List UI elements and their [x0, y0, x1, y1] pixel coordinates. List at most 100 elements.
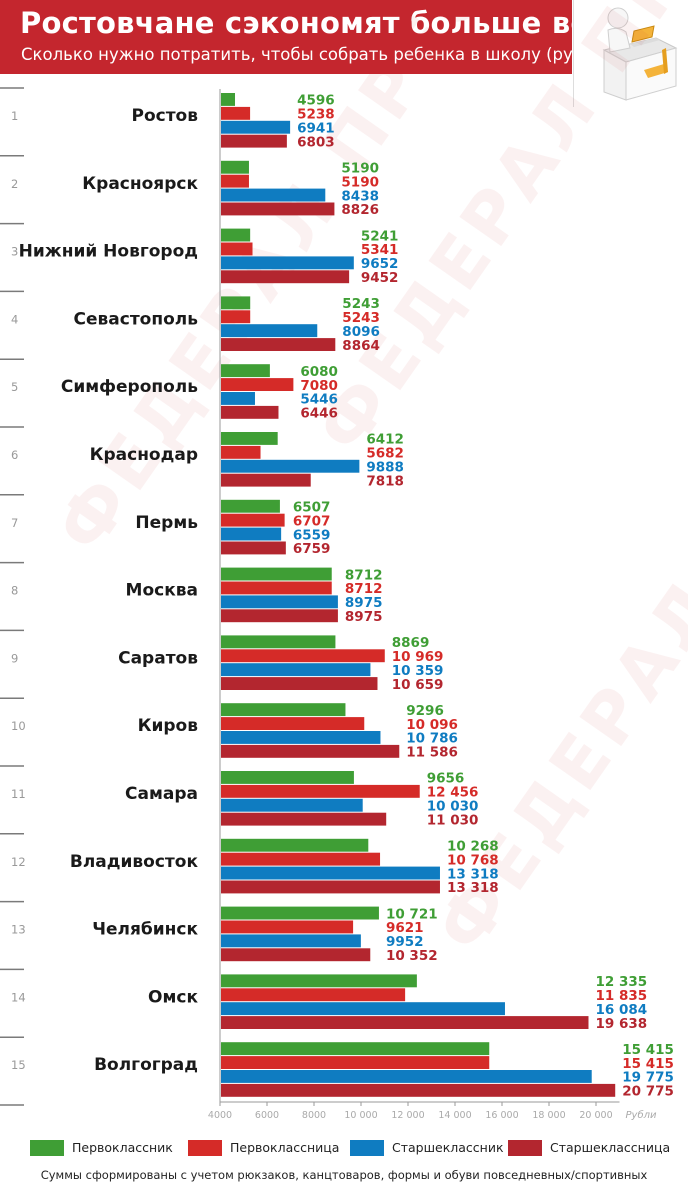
data-label: 8712: [345, 567, 383, 583]
category-label: Киров: [138, 716, 199, 736]
bar: [221, 242, 253, 256]
bar: [221, 499, 280, 513]
bar: [221, 731, 381, 744]
bar: [221, 934, 361, 948]
x-tick-label: 4000: [208, 1110, 232, 1121]
bar: [221, 541, 286, 555]
chart-legend: Первоклассник Первоклассница Старшекласс…: [0, 1132, 688, 1162]
bar: [221, 324, 318, 338]
bar: [221, 771, 354, 784]
data-label: 5243: [342, 310, 380, 326]
bar: [221, 1002, 505, 1016]
bar: [221, 1056, 490, 1069]
data-label: 6412: [366, 432, 404, 448]
data-label: 10 268: [447, 839, 499, 855]
bar: [221, 812, 387, 826]
bar: [221, 256, 354, 270]
rank-label: 1: [11, 109, 18, 123]
data-label: 5341: [361, 242, 399, 258]
bar: [221, 338, 336, 351]
data-label: 11 030: [427, 812, 479, 828]
category-label: Нижний Новгород: [19, 242, 198, 262]
legend-label: Первоклассница: [230, 1140, 340, 1155]
category-label: Омск: [148, 987, 198, 1007]
bar: [221, 120, 291, 134]
data-label: 5243: [342, 296, 380, 312]
bar: [221, 838, 369, 852]
bar: [221, 663, 371, 677]
rank-label: 7: [11, 516, 18, 530]
data-label: 8438: [341, 188, 379, 204]
data-label: 6080: [300, 364, 338, 380]
data-label: 10 096: [406, 717, 458, 733]
bar: [221, 649, 385, 663]
rank-label: 5: [11, 380, 18, 394]
bar: [221, 1070, 592, 1083]
bar: [221, 581, 332, 595]
legend-label: Старшеклассник: [392, 1140, 504, 1155]
rank-label: 11: [11, 787, 26, 801]
rank-label: 12: [11, 855, 26, 869]
legend-swatch: [30, 1140, 64, 1156]
data-label: 9296: [406, 703, 444, 719]
data-label: 6446: [300, 406, 338, 422]
footnote: Суммы сформированы с учетом рюкзаков, ка…: [40, 1168, 648, 1182]
data-label: 15 415: [622, 1056, 674, 1072]
data-label: 5446: [300, 392, 338, 408]
rank-label: 10: [11, 719, 26, 733]
bar: [221, 392, 255, 405]
legend-label: Первоклассник: [72, 1140, 173, 1155]
bar: [221, 677, 378, 690]
data-label: 9621: [386, 920, 424, 936]
data-label: 19 775: [622, 1070, 674, 1086]
data-label: 6803: [297, 134, 335, 150]
bar: [221, 134, 287, 148]
data-label: 6941: [297, 121, 335, 137]
data-label: 9952: [386, 934, 424, 950]
data-label: 15 415: [622, 1042, 674, 1058]
rank-label: 14: [11, 990, 26, 1004]
category-label: Пермь: [135, 513, 198, 533]
data-label: 10 352: [386, 948, 438, 964]
rank-label: 4: [11, 312, 18, 326]
data-label: 12 335: [595, 974, 647, 990]
bar: [221, 1042, 490, 1056]
rank-label: 3: [11, 245, 18, 259]
bar: [221, 473, 311, 487]
data-label: 19 638: [595, 1016, 647, 1032]
x-axis-label: Рубли: [626, 1109, 658, 1121]
rank-label: 8: [11, 584, 18, 598]
page-subtitle: Сколько нужно потратить, чтобы собрать р…: [21, 45, 595, 64]
data-label: 6507: [293, 500, 331, 516]
data-label: 8975: [345, 595, 383, 611]
page-title: Ростовчане сэкономят больше всех: [20, 6, 627, 40]
bar: [221, 866, 440, 880]
category-label: Красноярск: [82, 174, 198, 194]
data-label: 5190: [341, 174, 379, 190]
category-label: Самара: [125, 784, 198, 804]
data-label: 9652: [361, 256, 399, 272]
category-label: Севастополь: [74, 309, 198, 329]
data-label: 5238: [297, 107, 335, 123]
data-label: 9656: [427, 771, 465, 787]
rank-label: 13: [11, 923, 26, 937]
rank-label: 9: [11, 651, 18, 665]
bar: [221, 567, 332, 581]
bar: [221, 920, 354, 934]
data-label: 8975: [345, 609, 383, 625]
bar: [221, 270, 350, 284]
data-label: 5241: [361, 228, 399, 244]
x-tick-label: 20 000: [579, 1110, 612, 1121]
x-tick-label: 12 000: [391, 1110, 424, 1121]
data-label: 10 969: [392, 649, 444, 665]
bar: [221, 974, 417, 988]
rank-label: 2: [11, 177, 18, 191]
data-label: 10 659: [392, 677, 444, 693]
data-label: 8869: [392, 635, 430, 651]
x-tick-label: 18 000: [532, 1110, 565, 1121]
category-label: Владивосток: [70, 852, 199, 872]
data-label: 13 318: [447, 866, 499, 882]
bar: [221, 459, 360, 473]
bar: [221, 609, 338, 623]
bar: [221, 364, 270, 378]
